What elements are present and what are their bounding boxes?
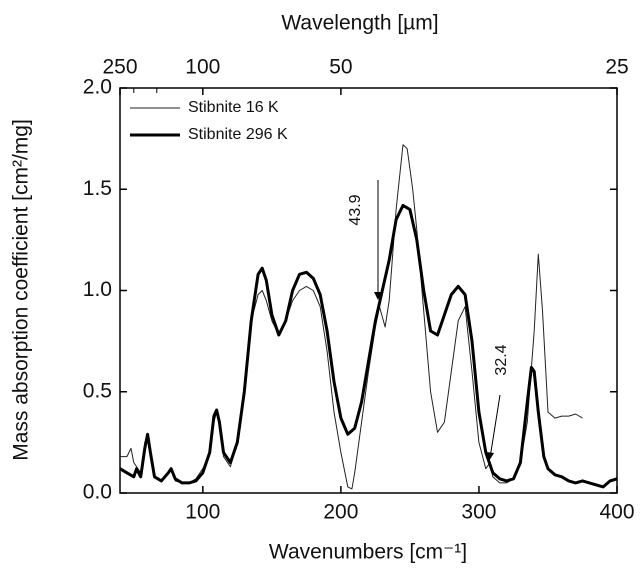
annotation-arrow bbox=[489, 394, 501, 459]
legend-label: Stibnite 16 K bbox=[188, 99, 279, 116]
y-tick-label: 0.0 bbox=[83, 481, 112, 504]
series-line bbox=[119, 203, 618, 489]
arrow-head bbox=[486, 452, 494, 461]
legend-label: Stibnite 296 K bbox=[188, 126, 288, 143]
x2-tick-label: 25 bbox=[605, 56, 628, 79]
x-axis-title: Wavenumbers [cm⁻¹] bbox=[269, 541, 467, 564]
x-tick-label: 300 bbox=[461, 501, 496, 524]
x-tick-label: 200 bbox=[323, 501, 358, 524]
y-axis-title: Mass absorption coefficient [cm²/mg] bbox=[10, 119, 33, 461]
plot-frame bbox=[119, 87, 618, 494]
x2-tick-label: 100 bbox=[185, 56, 220, 79]
top-axis-title: Wavelength [µm] bbox=[281, 12, 438, 35]
y-tick-label: 2.0 bbox=[83, 76, 112, 99]
x-tick-label: 400 bbox=[599, 501, 634, 524]
x2-tick-label: 50 bbox=[329, 56, 352, 79]
y-tick-label: 1.5 bbox=[83, 177, 112, 200]
x-tick-label: 100 bbox=[185, 501, 220, 524]
x2-tick-label: 250 bbox=[102, 56, 137, 79]
annotation: 43.9 bbox=[347, 194, 364, 225]
annotation: 32.4 bbox=[493, 344, 510, 375]
y-tick-label: 1.0 bbox=[83, 278, 112, 301]
y-tick-label: 0.5 bbox=[83, 379, 112, 402]
